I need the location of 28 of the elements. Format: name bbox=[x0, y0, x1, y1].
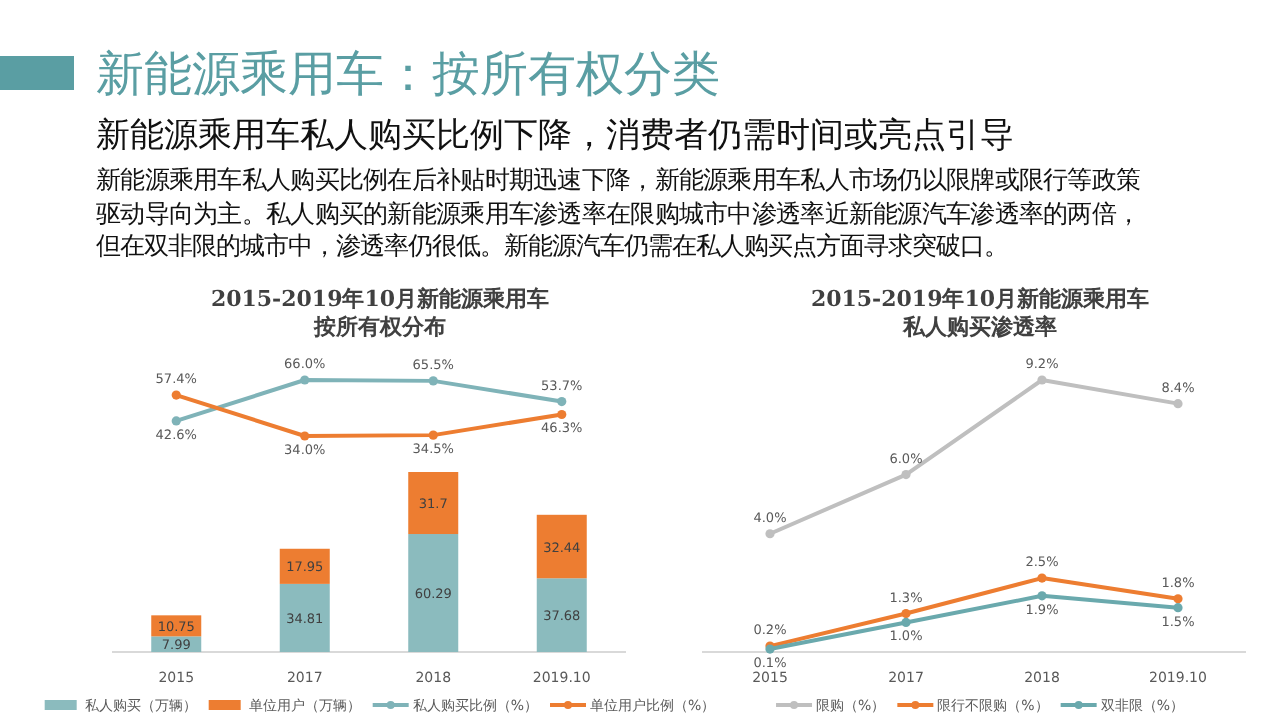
bar bbox=[536, 514, 587, 579]
point bbox=[1173, 603, 1183, 613]
text: 新能源乘用车私人购买比例在后补贴时期迅速下降，新能源乘用车私人市场仍以限牌或限行等政策驱动导向为主。私人购买的新能源乘用车渗透率在限购城市中渗透率近新能源汽车渗透率的两倍，但在双非限的城市中，渗透率仍很低。新能源汽车仍需在私人购买点方面寻求突破口。 bbox=[96, 164, 1140, 263]
point bbox=[765, 529, 775, 539]
bar bbox=[536, 578, 587, 652]
point bbox=[1173, 399, 1183, 409]
point bbox=[1173, 594, 1183, 604]
point bbox=[428, 376, 438, 386]
chart-title: 2015-2019年10月新能源乘用车按所有权分布 bbox=[210, 286, 550, 340]
bar bbox=[279, 583, 330, 652]
chart-title: 2015-2019年10月新能源乘用车私人购买渗透率 bbox=[810, 286, 1150, 340]
point bbox=[171, 390, 181, 400]
bar bbox=[408, 472, 459, 535]
point bbox=[428, 430, 438, 440]
point bbox=[1037, 591, 1047, 601]
point bbox=[171, 416, 181, 426]
point bbox=[901, 608, 911, 619]
point bbox=[1037, 375, 1047, 385]
point bbox=[1037, 573, 1047, 583]
text: 新能源乘用车私人购买比例下降，消费者仍需时间或亮点引导 bbox=[96, 116, 1014, 156]
text: 新能源乘用车：按所有权分类 bbox=[96, 46, 720, 102]
point bbox=[557, 409, 567, 420]
point bbox=[901, 617, 911, 628]
point bbox=[557, 396, 567, 407]
bar bbox=[408, 534, 459, 652]
point bbox=[300, 375, 310, 385]
point bbox=[300, 431, 310, 441]
point bbox=[901, 470, 911, 480]
